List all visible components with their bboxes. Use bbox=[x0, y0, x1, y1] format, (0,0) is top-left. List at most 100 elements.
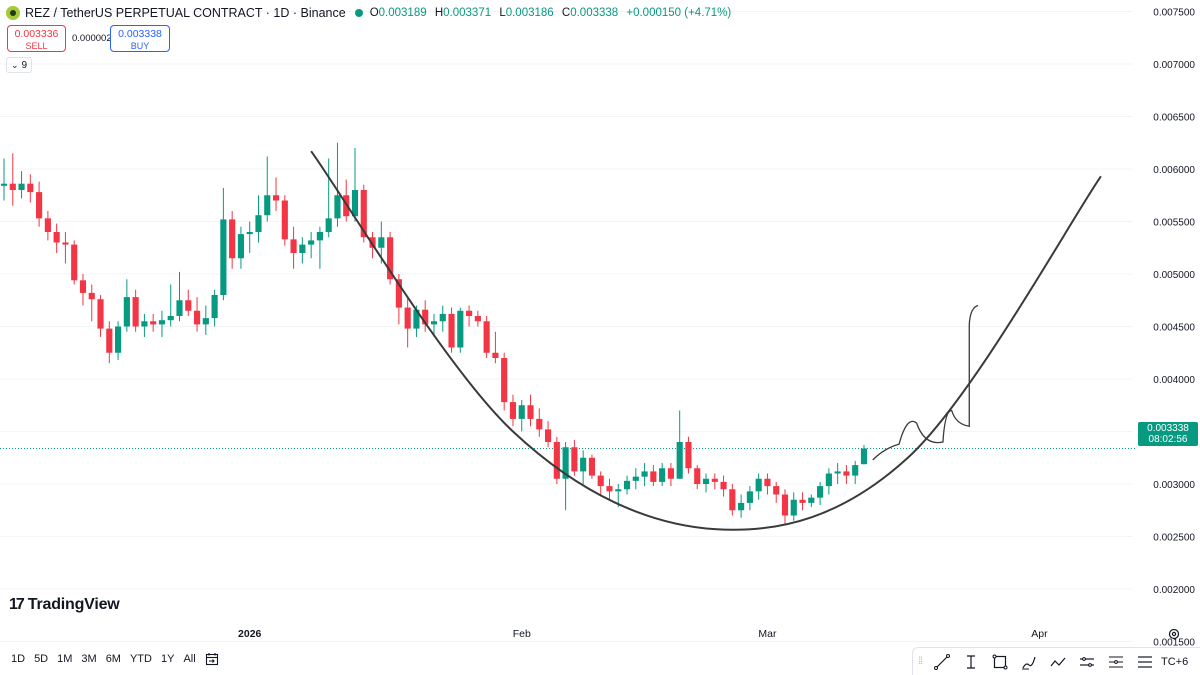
drag-handle-icon[interactable]: ⁞⁞ bbox=[918, 656, 923, 667]
candle[interactable] bbox=[53, 223, 60, 253]
range-button-3m[interactable]: 3M bbox=[81, 653, 97, 665]
candle[interactable] bbox=[36, 181, 43, 227]
candle[interactable] bbox=[0, 158, 8, 201]
candle[interactable] bbox=[237, 226, 245, 269]
candle[interactable] bbox=[308, 232, 315, 259]
candle[interactable] bbox=[246, 221, 253, 254]
candle[interactable] bbox=[387, 232, 394, 285]
path-tool[interactable] bbox=[1043, 651, 1072, 673]
candle[interactable] bbox=[720, 475, 727, 497]
candle[interactable] bbox=[790, 492, 797, 521]
candle[interactable] bbox=[834, 463, 841, 484]
candle[interactable] bbox=[738, 494, 745, 518]
candle[interactable] bbox=[272, 177, 280, 211]
candle[interactable] bbox=[562, 442, 569, 511]
candle[interactable] bbox=[62, 232, 69, 264]
candle[interactable] bbox=[544, 421, 552, 448]
more-tools[interactable] bbox=[1130, 651, 1159, 673]
candle[interactable] bbox=[44, 211, 51, 241]
candle[interactable] bbox=[588, 454, 596, 479]
candle[interactable] bbox=[527, 394, 534, 427]
range-button-ytd[interactable]: YTD bbox=[129, 653, 152, 665]
candle[interactable] bbox=[580, 450, 587, 484]
candle[interactable] bbox=[395, 274, 402, 325]
candle[interactable] bbox=[290, 226, 297, 269]
candle[interactable] bbox=[97, 295, 104, 337]
candle[interactable] bbox=[158, 310, 166, 337]
candle[interactable] bbox=[150, 313, 157, 332]
range-button-1m[interactable]: 1M bbox=[57, 653, 73, 665]
range-button-1y[interactable]: 1Y bbox=[160, 653, 175, 665]
candle[interactable] bbox=[843, 465, 850, 484]
candle[interactable] bbox=[316, 226, 323, 269]
sell-button[interactable]: 0.003336 SELL bbox=[7, 25, 66, 52]
candle[interactable] bbox=[509, 394, 517, 427]
candle[interactable] bbox=[202, 305, 209, 335]
candle[interactable] bbox=[220, 187, 227, 301]
candle[interactable] bbox=[711, 473, 718, 490]
candle[interactable] bbox=[132, 289, 139, 332]
candle[interactable] bbox=[501, 352, 508, 411]
candle[interactable] bbox=[325, 158, 332, 238]
candle[interactable] bbox=[474, 310, 481, 327]
fib-tool[interactable] bbox=[1101, 651, 1130, 673]
candle[interactable] bbox=[799, 492, 806, 511]
candle[interactable] bbox=[88, 284, 95, 322]
candle[interactable] bbox=[141, 313, 148, 337]
candle[interactable] bbox=[729, 484, 736, 516]
projection-path-drawing[interactable] bbox=[872, 304, 979, 461]
buy-button[interactable]: 0.003338 BUY bbox=[110, 25, 170, 52]
candle[interactable] bbox=[351, 148, 359, 222]
candle[interactable] bbox=[773, 481, 780, 503]
candle[interactable] bbox=[439, 305, 446, 332]
candle[interactable] bbox=[176, 271, 183, 322]
candle[interactable] bbox=[106, 321, 113, 364]
trend-line-tool[interactable] bbox=[927, 651, 956, 673]
candle[interactable] bbox=[667, 463, 674, 487]
candle[interactable] bbox=[808, 494, 815, 508]
indicators-toggle[interactable]: ⌄ 9 bbox=[6, 57, 33, 73]
candle[interactable] bbox=[79, 274, 87, 306]
candle[interactable] bbox=[694, 465, 701, 490]
candle[interactable] bbox=[632, 468, 639, 490]
candle[interactable] bbox=[755, 473, 762, 500]
timezone-label[interactable]: TC+6 bbox=[1161, 655, 1189, 668]
range-button-5d[interactable]: 5D bbox=[34, 653, 49, 665]
candle[interactable] bbox=[430, 313, 438, 337]
candle[interactable] bbox=[597, 471, 604, 495]
candle[interactable] bbox=[27, 174, 34, 203]
candle[interactable] bbox=[299, 237, 306, 264]
candle[interactable] bbox=[193, 297, 201, 332]
tradingview-logo[interactable]: 17 TradingView bbox=[9, 596, 120, 614]
candle[interactable] bbox=[123, 279, 130, 332]
candle[interactable] bbox=[466, 305, 473, 327]
candle[interactable] bbox=[746, 486, 753, 511]
candle[interactable] bbox=[623, 475, 631, 495]
text-tool[interactable] bbox=[956, 651, 985, 673]
rectangle-tool[interactable] bbox=[985, 651, 1014, 673]
candle[interactable] bbox=[817, 481, 824, 505]
candle[interactable] bbox=[702, 473, 710, 493]
candle[interactable] bbox=[553, 436, 560, 484]
candle[interactable] bbox=[641, 463, 648, 487]
candle[interactable] bbox=[825, 468, 832, 495]
candle[interactable] bbox=[606, 478, 613, 500]
range-button-all[interactable]: All bbox=[183, 653, 196, 665]
symbol-title[interactable]: REZ / TetherUS PERPETUAL CONTRACT · 1D ·… bbox=[25, 6, 346, 20]
candle[interactable] bbox=[9, 153, 16, 206]
candle[interactable] bbox=[457, 307, 464, 353]
candle[interactable] bbox=[781, 489, 789, 524]
candle[interactable] bbox=[422, 300, 429, 332]
candle[interactable] bbox=[115, 321, 122, 361]
candle[interactable] bbox=[764, 473, 771, 495]
candle[interactable] bbox=[255, 195, 262, 243]
range-button-1d[interactable]: 1D bbox=[11, 653, 26, 665]
candle[interactable] bbox=[860, 445, 868, 465]
candle[interactable] bbox=[281, 195, 288, 246]
range-button-6m[interactable]: 6M bbox=[105, 653, 121, 665]
candle[interactable] bbox=[650, 465, 657, 487]
candle[interactable] bbox=[404, 297, 411, 348]
candle[interactable] bbox=[211, 289, 218, 327]
cup-curve-drawing[interactable] bbox=[310, 150, 1102, 531]
